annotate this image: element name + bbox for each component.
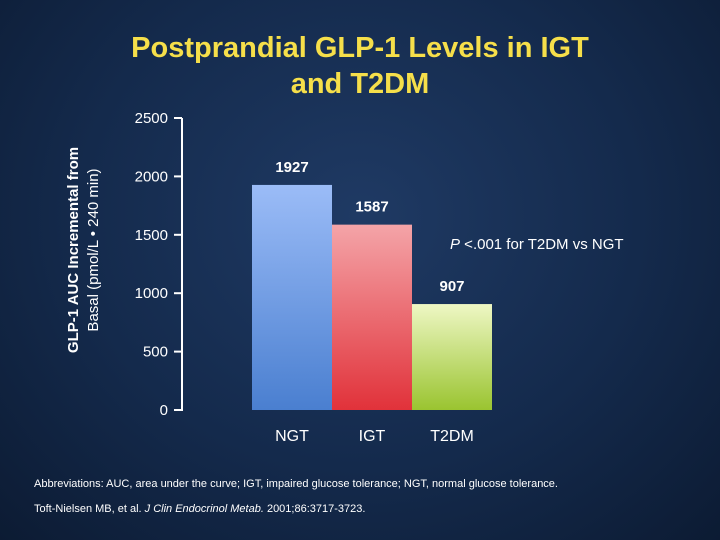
bar-igt: [332, 224, 412, 410]
value-label: 907: [439, 278, 464, 295]
y-tick-label: 0: [160, 402, 168, 419]
reference-footnote: Toft-Nielsen MB, et al. J Clin Endocrino…: [34, 503, 365, 515]
y-tick-label: 1500: [135, 227, 168, 244]
significance-annotation: P <.001 for T2DM vs NGT: [450, 236, 624, 253]
significance-text: <.001 for T2DM vs NGT: [460, 236, 624, 253]
significance-p-symbol: P: [450, 236, 461, 253]
reference-authors: Toft-Nielsen MB, et al.: [34, 503, 145, 515]
y-tick-label: 1000: [135, 285, 168, 302]
y-tick-label: 500: [143, 344, 168, 361]
slide-title: Postprandial GLP-1 Levels in IGT and T2D…: [60, 30, 660, 102]
slide-title-line2: and T2DM: [290, 68, 430, 100]
bar-ngt: [252, 184, 332, 410]
category-label: T2DM: [430, 428, 474, 445]
value-label: 1587: [355, 199, 388, 216]
category-label: IGT: [359, 428, 386, 445]
y-tick-label: 2000: [135, 168, 168, 185]
abbreviations-footnote: Abbreviations: AUC, area under the curve…: [34, 478, 558, 490]
y-tick-label: 2500: [135, 110, 168, 127]
slide-title-line1: Postprandial GLP-1 Levels in IGT: [131, 32, 589, 64]
value-label: 1927: [275, 159, 308, 176]
category-label: NGT: [275, 428, 309, 445]
reference-details: 2001;86:3717-3723.: [263, 503, 366, 515]
reference-journal: J Clin Endocrinol Metab.: [144, 503, 264, 515]
bar-t2dm: [412, 304, 492, 410]
